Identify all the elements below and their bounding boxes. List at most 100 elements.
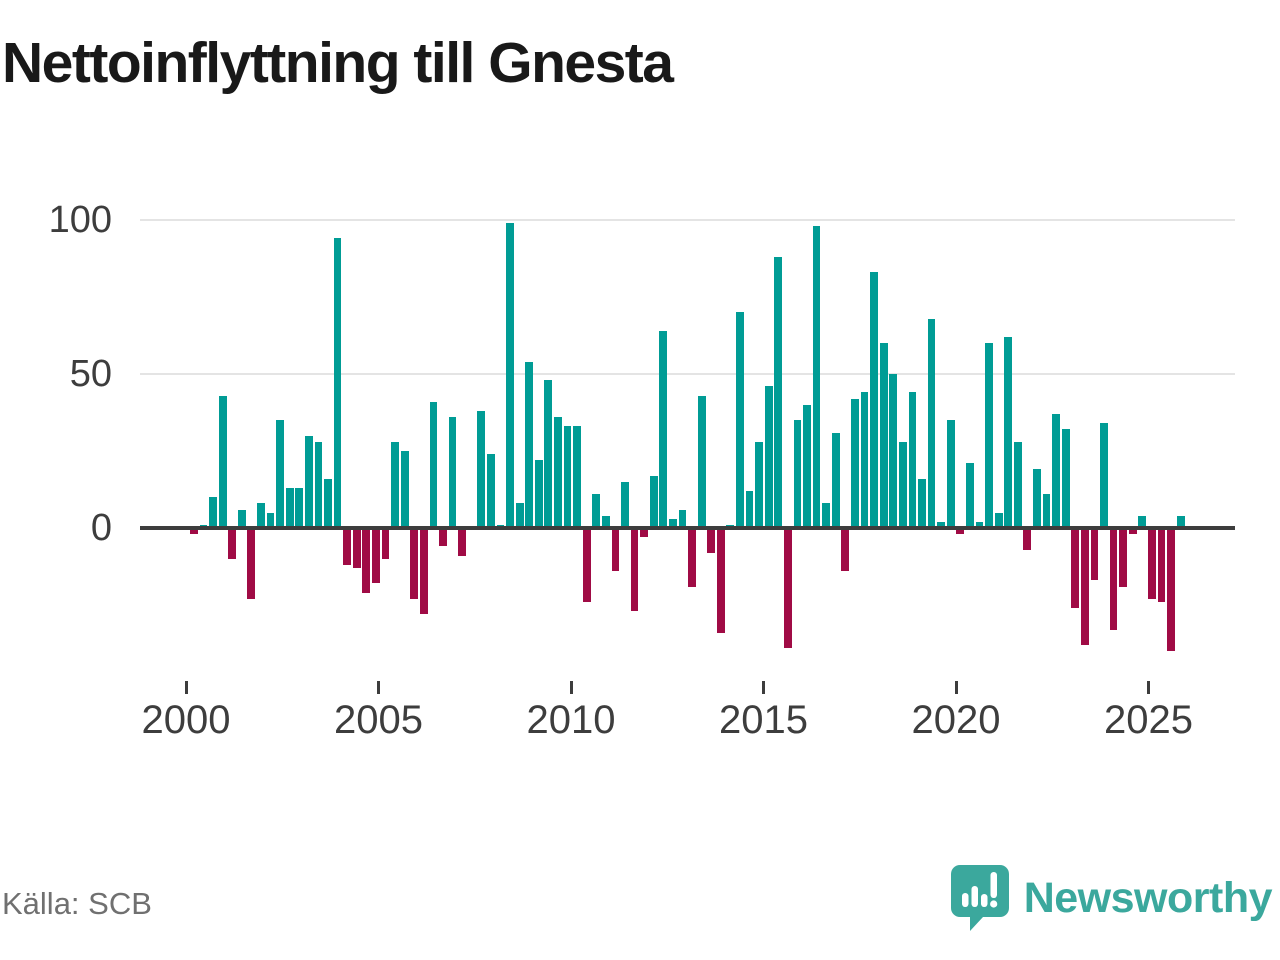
bar-2023Q1	[1071, 528, 1080, 609]
bar-2024Q2	[1119, 528, 1128, 587]
newsworthy-wordmark: Newsworthy	[1023, 874, 1273, 922]
bar-2014Q3	[745, 491, 754, 528]
bar-2021Q1	[994, 512, 1003, 528]
bar-2009Q2	[544, 380, 553, 528]
gridline-y-100	[140, 219, 1235, 221]
bar-2007Q3	[477, 410, 486, 528]
x-axis-label-2000: 2000	[141, 698, 231, 742]
bar-2006Q3	[439, 528, 447, 547]
bar-2000Q3	[209, 497, 217, 528]
bar-2007Q1	[458, 528, 467, 556]
bar-2015Q3	[783, 528, 792, 649]
bar-2004Q3	[362, 528, 371, 593]
bar-2017Q4	[870, 272, 878, 528]
bar-2025Q4	[1176, 515, 1185, 528]
bar-2021Q4	[1023, 528, 1032, 550]
bar-2012Q4	[678, 509, 687, 528]
bar-2018Q4	[908, 392, 917, 528]
bar-2008Q4	[525, 361, 534, 528]
bar-2000Q4	[218, 395, 227, 528]
bar-2022Q3	[1052, 414, 1060, 528]
bar-2022Q2	[1042, 494, 1051, 528]
bar-2002Q4	[295, 487, 304, 528]
bar-2004Q2	[352, 528, 361, 569]
bar-2024Q3	[1128, 528, 1137, 535]
bar-2022Q1	[1033, 469, 1041, 528]
bar-2024Q4	[1138, 515, 1147, 528]
bar-2018Q3	[898, 441, 907, 528]
bar-2010Q4	[601, 515, 610, 528]
x-tick-2000	[184, 681, 188, 694]
bar-2023Q3	[1090, 528, 1099, 581]
bar-2000Q1	[190, 528, 198, 535]
bar-2004Q4	[372, 528, 380, 584]
bar-2014Q2	[736, 312, 744, 528]
y-axis-label-100: 100	[48, 199, 112, 241]
y-axis-label-50: 50	[69, 353, 112, 395]
bar-2001Q4	[257, 503, 265, 528]
bar-2003Q3	[324, 478, 332, 528]
bar-2013Q2	[697, 395, 706, 528]
x-axis-label-2020: 2020	[911, 698, 1001, 742]
bar-2023Q4	[1100, 423, 1108, 528]
newsworthy-logo: Newsworthy	[950, 858, 1273, 938]
bar-2025Q3	[1167, 528, 1175, 652]
bar-2019Q3	[937, 521, 946, 528]
x-tick-2005	[377, 681, 380, 694]
bar-2021Q2	[1004, 337, 1013, 528]
x-axis-label-2025: 2025	[1104, 698, 1193, 742]
bar-2024Q1	[1109, 528, 1118, 630]
bar-2009Q3	[554, 417, 562, 528]
bar-2018Q2	[889, 374, 898, 528]
bar-2016Q4	[831, 432, 840, 528]
bar-2020Q1	[956, 528, 965, 535]
y-axis-label-0: 0	[90, 507, 112, 549]
source-credit: Källa: SCB	[2, 886, 152, 921]
bar-2017Q3	[860, 392, 869, 528]
bar-2001Q2	[237, 509, 246, 528]
bar-2023Q2	[1080, 528, 1089, 646]
bar-2008Q3	[515, 503, 524, 528]
bar-2016Q3	[822, 503, 831, 528]
bar-2002Q1	[266, 512, 275, 528]
x-axis-label-2015: 2015	[719, 698, 808, 742]
bar-2015Q4	[793, 420, 802, 528]
bar-2025Q2	[1157, 528, 1166, 602]
gridline-y-50	[140, 373, 1235, 375]
bar-2002Q3	[285, 487, 294, 528]
bar-2018Q1	[879, 343, 888, 528]
chart-title: Nettoinflyttning till Gnesta	[2, 31, 674, 95]
bar-2003Q4	[333, 238, 342, 528]
bar-2013Q3	[707, 528, 716, 553]
x-tick-2025	[1147, 681, 1150, 694]
bar-2010Q2	[582, 528, 591, 602]
bar-2007Q4	[486, 454, 495, 528]
bar-2011Q4	[640, 528, 649, 538]
bar-2001Q3	[247, 528, 256, 599]
bar-2016Q1	[803, 404, 811, 528]
bar-2005Q1	[381, 528, 390, 559]
bar-2009Q1	[534, 460, 543, 528]
x-tick-2020	[954, 681, 958, 694]
bar-2020Q3	[975, 521, 984, 528]
bar-2009Q4	[563, 426, 572, 528]
bar-2013Q1	[688, 528, 696, 587]
bar-2006Q2	[429, 401, 438, 528]
bar-2012Q1	[649, 475, 658, 528]
speech-bubble-bar-chart-icon	[950, 865, 1009, 931]
bar-2019Q4	[946, 420, 955, 528]
bar-2012Q3	[669, 518, 677, 528]
bar-2006Q4	[448, 417, 457, 528]
bar-2005Q4	[410, 528, 419, 599]
bar-2002Q2	[276, 420, 285, 528]
bar-2003Q2	[314, 441, 323, 528]
bar-2015Q2	[774, 256, 783, 528]
x-tick-2010	[569, 681, 573, 694]
bar-2005Q2	[391, 441, 399, 528]
bar-2019Q2	[927, 318, 936, 528]
bar-2005Q3	[400, 451, 409, 528]
x-tick-2015	[762, 681, 765, 694]
bar-2001Q1	[228, 528, 237, 559]
x-axis-label-2010: 2010	[526, 698, 616, 742]
